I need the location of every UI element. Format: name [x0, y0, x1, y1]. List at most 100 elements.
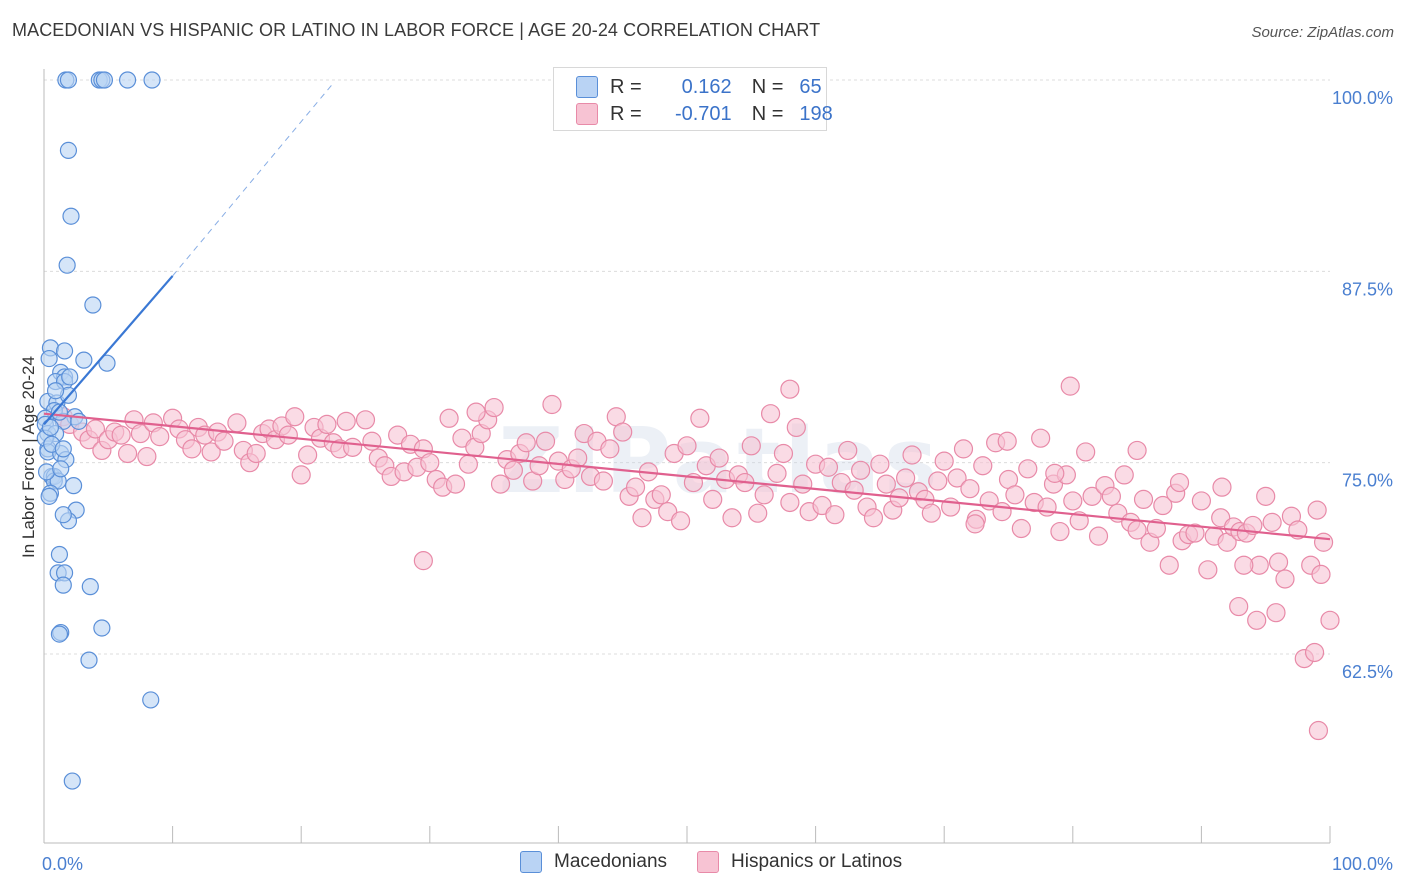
hispanic-point — [1185, 523, 1205, 543]
legend-label: Macedonians — [554, 851, 668, 872]
macedonian-trend-line — [43, 275, 174, 426]
r-value: 0.162 — [681, 75, 732, 98]
legend-row-macedonians: R = 0.162 N = 65 — [576, 74, 822, 100]
macedonian-point — [40, 487, 58, 505]
hispanic-point — [960, 479, 980, 499]
hispanic-point — [201, 442, 221, 462]
hispanic-point — [870, 454, 890, 474]
hispanic-point — [542, 394, 562, 415]
hispanic-point — [760, 404, 781, 424]
legend-item-macedonians: Macedonians — [520, 851, 667, 873]
macedonian-point — [61, 368, 79, 386]
hispanic-point — [1146, 518, 1166, 539]
y-tick-label: 87.5% — [1342, 279, 1393, 299]
hispanic-point — [896, 468, 916, 488]
hispanic-point — [1114, 465, 1134, 485]
hispanic-point — [1212, 477, 1232, 497]
trend-lines — [43, 82, 1331, 541]
hispanic-point — [767, 463, 787, 483]
hispanic-point — [1198, 560, 1218, 580]
correlation-legend: R = 0.162 N = 65 R = -0.701 N = 198 — [553, 67, 833, 131]
hispanic-point — [439, 408, 459, 428]
macedonian-points — [36, 71, 161, 790]
n-label: N = — [751, 102, 784, 125]
hispanic-point — [516, 433, 536, 453]
macedonian-point — [59, 71, 78, 89]
hispanic-point — [111, 425, 131, 445]
hispanic-point — [1262, 512, 1282, 532]
hispanic-point — [902, 445, 922, 465]
hispanic-point — [535, 431, 556, 451]
y-tick-label: 100.0% — [1332, 88, 1393, 108]
hispanic-point — [503, 460, 523, 480]
hispanic-point — [921, 503, 941, 523]
macedonian-point — [118, 71, 137, 89]
hispanic-point — [1060, 376, 1080, 396]
x-tick-label: 0.0% — [42, 854, 83, 874]
hispanic-point — [773, 443, 794, 464]
hispanic-point — [1101, 486, 1121, 506]
hispanic-point — [1275, 569, 1295, 589]
blue-swatch — [520, 851, 542, 873]
hispanic-point — [709, 448, 729, 468]
macedonian-point — [81, 578, 99, 596]
y-axis-title: In Labor Force | Age 20-24 — [19, 356, 38, 558]
hispanic-point — [825, 505, 845, 525]
hispanic-point — [748, 503, 768, 523]
hispanic-point — [1234, 555, 1254, 575]
hispanic-point — [1243, 515, 1263, 536]
r-label: R = — [610, 75, 642, 98]
macedonian-point — [52, 460, 70, 478]
macedonian-point — [95, 71, 114, 89]
hispanic-point — [336, 411, 356, 431]
hispanic-point — [677, 436, 697, 456]
hispanic-point — [863, 508, 884, 528]
hispanic-point — [117, 443, 138, 464]
hispanic-point — [1050, 521, 1070, 542]
macedonian-point — [143, 71, 161, 89]
macedonian-point — [75, 351, 93, 369]
hispanic-point — [1320, 610, 1340, 630]
hispanic-point — [1307, 500, 1327, 520]
hispanic-point — [1159, 555, 1179, 575]
hispanic-point — [793, 474, 813, 494]
hispanic-point — [529, 456, 549, 476]
macedonian-point — [80, 651, 98, 669]
hispanic-point — [818, 457, 839, 477]
macedonian-point — [50, 625, 69, 643]
legend-label: Hispanics or Latinos — [731, 851, 903, 872]
macedonian-point — [98, 354, 116, 372]
hispanic-point — [1127, 440, 1147, 461]
hispanic-point — [1088, 526, 1109, 546]
r-value: -0.701 — [674, 102, 732, 125]
macedonian-point — [58, 256, 76, 274]
hispanic-point — [150, 427, 170, 447]
x-tick-label: 100.0% — [1332, 854, 1393, 874]
macedonian-point — [54, 506, 72, 524]
hispanic-point — [420, 453, 440, 473]
hispanic-point — [754, 485, 774, 505]
hispanic-point — [484, 397, 504, 418]
n-value: 65 — [799, 75, 822, 98]
hispanic-point — [1153, 495, 1173, 516]
hispanic-point — [1133, 489, 1154, 510]
macedonian-point — [50, 545, 69, 564]
hispanic-point — [1063, 491, 1083, 511]
hispanic-point — [317, 414, 337, 434]
hispanic-point — [965, 514, 985, 534]
hispanic-point — [1308, 720, 1329, 741]
hispanic-point — [851, 460, 871, 480]
hispanic-point — [413, 551, 433, 571]
y-tick-label: 75.0% — [1342, 471, 1393, 491]
hispanic-point — [227, 413, 247, 433]
n-value: 198 — [799, 102, 833, 125]
macedonian-point — [54, 576, 72, 594]
legend-item-hispanics: Hispanics or Latinos — [697, 851, 902, 873]
hispanic-point — [632, 508, 652, 528]
hispanic-point — [1191, 491, 1212, 511]
chart-title: MACEDONIAN VS HISPANIC OR LATINO IN LABO… — [12, 20, 821, 40]
hispanic-point — [934, 451, 954, 471]
hispanic-point — [214, 431, 234, 451]
hispanic-point — [1082, 486, 1102, 506]
hispanic-point — [291, 465, 311, 485]
